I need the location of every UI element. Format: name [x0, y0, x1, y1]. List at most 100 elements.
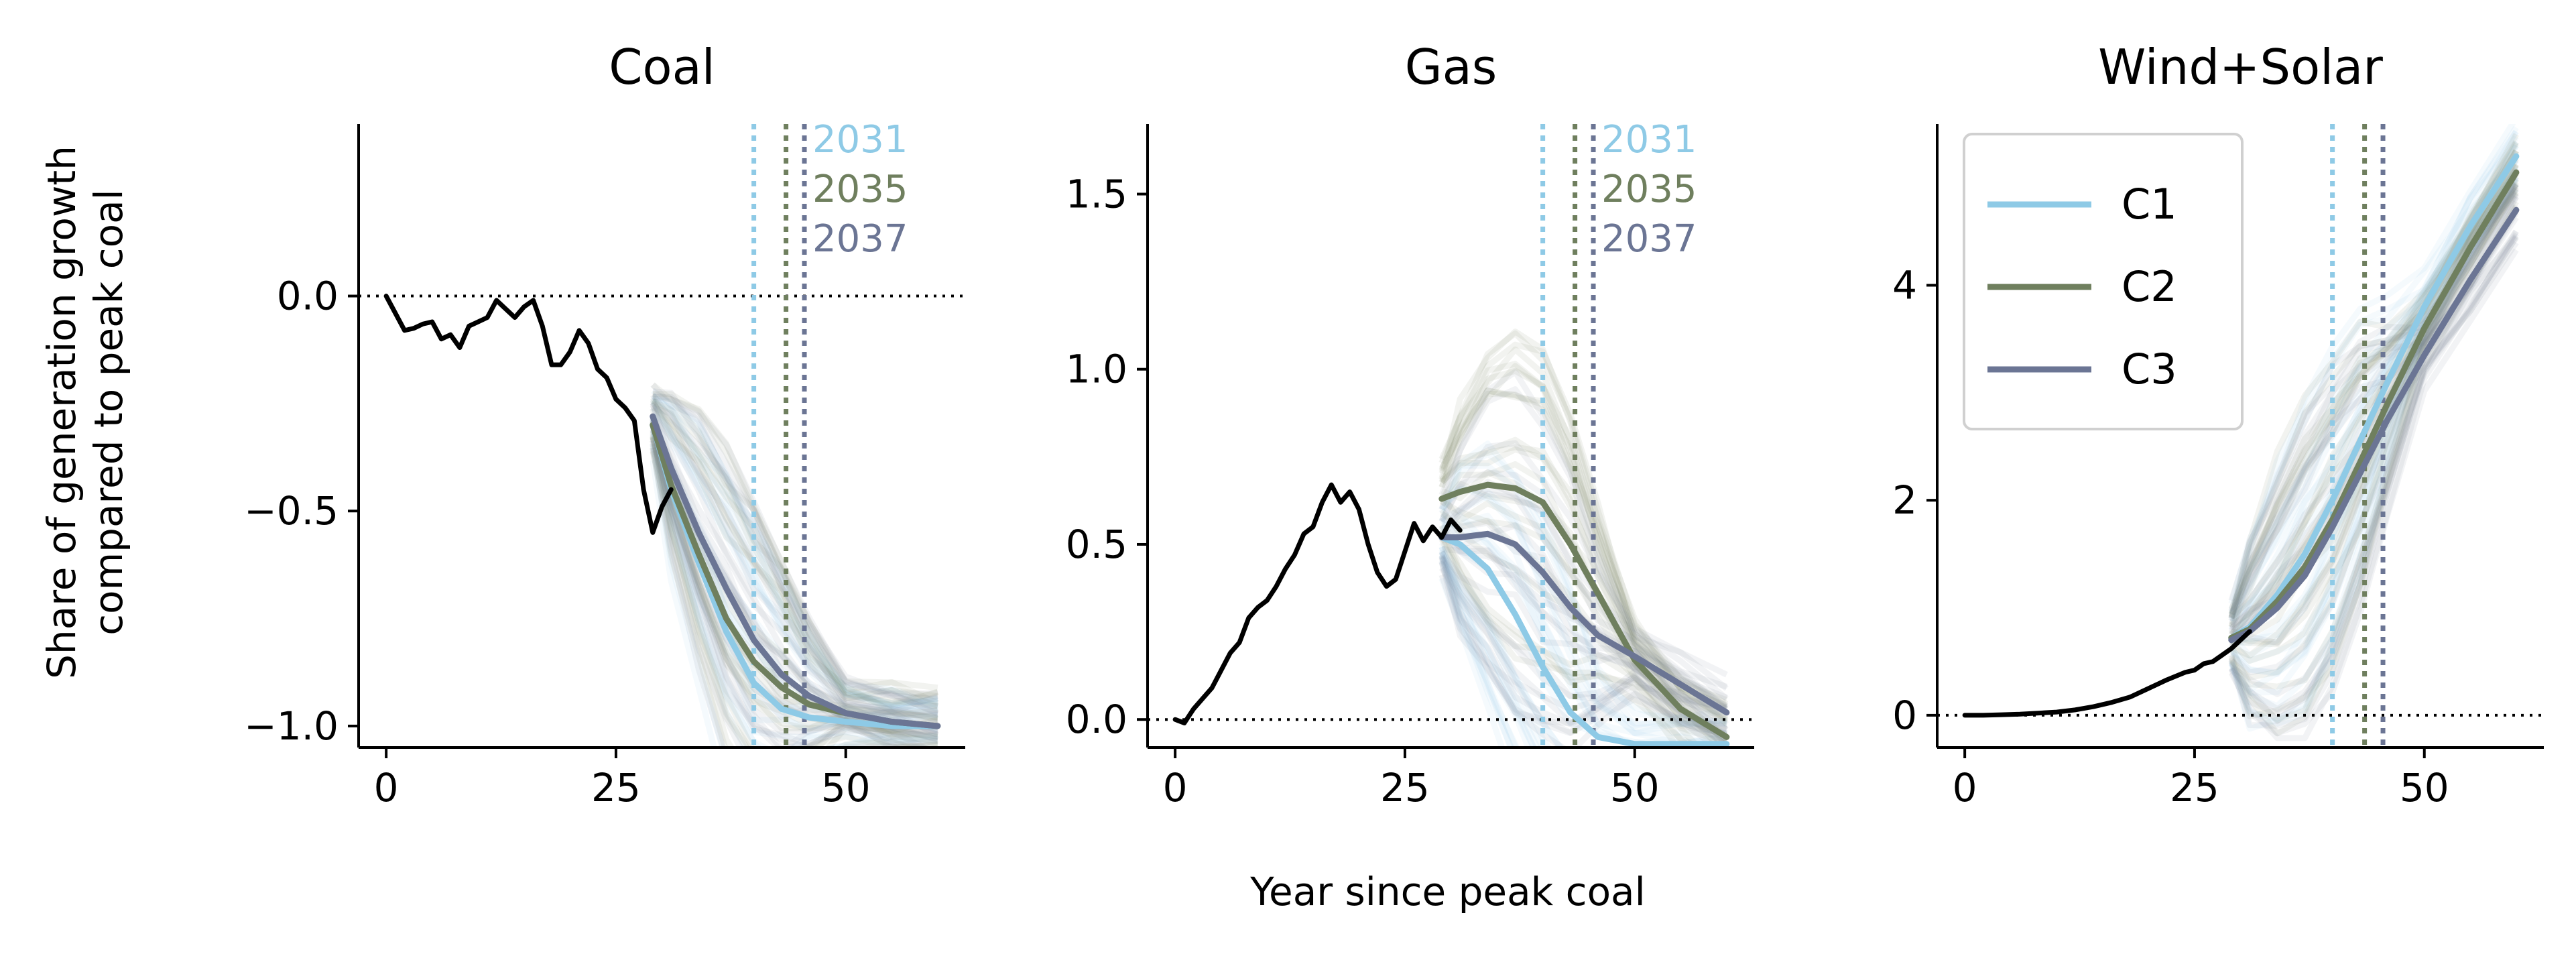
ensemble-line	[1438, 556, 1728, 736]
ensemble-line	[1438, 555, 1520, 748]
ensemble-line	[1438, 387, 1728, 709]
ensemble-line	[1440, 493, 1727, 737]
y-tick-label: −1.0	[244, 703, 339, 749]
ensemble-line	[2231, 190, 2519, 648]
ensemble-line	[652, 405, 939, 717]
ensemble-lines	[1438, 329, 1729, 748]
series-line-C3	[2228, 206, 2520, 644]
marker-label-C2: 2035	[1601, 168, 1697, 211]
ensemble-line	[650, 435, 938, 748]
ensemble-line	[2230, 182, 2519, 639]
ensemble-line	[2229, 162, 2519, 620]
ensemble-line	[1441, 546, 1728, 718]
ensemble-line	[652, 388, 939, 716]
ensemble-line	[1438, 386, 1728, 678]
ensemble-line	[650, 396, 938, 721]
ensemble-line	[652, 396, 938, 709]
plot-area	[1148, 124, 1754, 748]
ensemble-line	[650, 459, 717, 748]
legend-box	[1963, 133, 2244, 430]
panel-0: 2031 2035 2037 0 25 50 0.0 −0.5 −1.0 Coal	[244, 39, 965, 811]
ensemble-line	[650, 399, 939, 709]
ensemble-line	[2228, 133, 2519, 618]
panel-2: 0 25 50 0 2 4 Wind+Solar C1 C2 C3	[1892, 39, 2544, 811]
ensemble-line	[650, 446, 894, 748]
ensemble-line	[1440, 512, 1727, 747]
legend: C1 C2 C3	[1963, 133, 2244, 430]
ensemble-line	[1438, 451, 1727, 725]
ensemble-line	[2228, 190, 2519, 690]
x-tick-label: 0	[1163, 765, 1188, 811]
ensemble-line	[650, 397, 938, 707]
ensemble-line	[1440, 511, 1728, 741]
ensemble-line	[1438, 369, 1729, 691]
x-tick-label: 50	[2400, 765, 2449, 811]
ensemble-line	[1438, 548, 1538, 748]
ensemble-line	[652, 394, 938, 710]
ensemble-line	[2228, 241, 2519, 729]
ensemble-line	[650, 443, 920, 748]
ensemble-line	[1439, 461, 1729, 748]
ensemble-line	[1439, 508, 1728, 746]
ensemble-line	[1438, 545, 1548, 748]
ensemble-line	[650, 434, 938, 748]
ensemble-line	[2228, 200, 2519, 720]
ensemble-line	[1439, 485, 1729, 711]
ensemble-line	[2228, 182, 2519, 634]
ensemble-line	[652, 394, 938, 703]
ensemble-line	[1441, 512, 1727, 737]
x-tick-label: 50	[821, 765, 871, 811]
ensemble-line	[2228, 129, 2519, 612]
x-tick-label: 25	[1380, 765, 1430, 811]
figure-xlabel: Year since peak coal	[1249, 869, 1645, 914]
ensemble-line	[1438, 577, 1506, 748]
ensemble-line	[1438, 341, 1728, 703]
ensemble-line	[1438, 546, 1541, 748]
ensemble-line	[2228, 177, 2519, 727]
y-tick-label: 0.5	[1066, 522, 1127, 567]
ensemble-line	[1439, 518, 1728, 748]
panel-title: Coal	[609, 39, 715, 95]
ensemble-line	[1438, 346, 1729, 721]
marker-label-C1: 2031	[812, 118, 908, 162]
ensemble-line	[1438, 361, 1728, 710]
series-line-C2	[1438, 481, 1730, 740]
ensemble-lines	[2228, 124, 2519, 741]
ensemble-line	[2228, 125, 2519, 619]
ensemble-line	[651, 398, 938, 699]
ensemble-line	[1440, 479, 1728, 701]
ensemble-line	[1438, 463, 1727, 727]
series-line-C1	[2228, 153, 2520, 641]
ensemble-line	[2228, 156, 2519, 644]
ensemble-line	[2228, 181, 2519, 732]
x-tick-label: 0	[1953, 765, 1977, 811]
ensemble-line	[650, 393, 939, 715]
ensemble-line	[650, 439, 938, 748]
marker-label-C1: 2031	[1601, 118, 1697, 162]
ensemble-line	[2228, 187, 2519, 723]
ensemble-line	[1438, 574, 1729, 748]
series-line-C2	[2228, 169, 2520, 641]
ensemble-line	[2229, 235, 2519, 725]
ensemble-line	[2228, 124, 2516, 605]
ensemble-line	[650, 419, 938, 748]
ensemble-line	[1438, 552, 1515, 748]
y-tick-label: 0.0	[1066, 697, 1127, 742]
y-tick-label: 4	[1892, 263, 1917, 308]
x-tick-label: 25	[2170, 765, 2219, 811]
ensemble-line	[2229, 150, 2519, 622]
ensemble-line	[2228, 229, 2519, 717]
marker-label-C2: 2035	[812, 168, 908, 211]
ensemble-line	[650, 424, 938, 748]
ensemble-line	[650, 382, 938, 691]
series-line-C3	[1438, 530, 1730, 716]
panel-1: 2031 2035 2037 0 25 50 0.0 0.5 1.0 1.5 Gas	[1066, 39, 1754, 811]
ensemble-line	[650, 404, 938, 710]
ensemble-line	[1438, 546, 1637, 748]
ensemble-line	[650, 422, 932, 748]
legend-label-C1: C1	[2122, 180, 2177, 229]
ensemble-line	[652, 397, 938, 713]
ensemble-line	[1438, 363, 1729, 707]
ensemble-line	[650, 413, 938, 711]
historical-line	[1172, 482, 1463, 725]
